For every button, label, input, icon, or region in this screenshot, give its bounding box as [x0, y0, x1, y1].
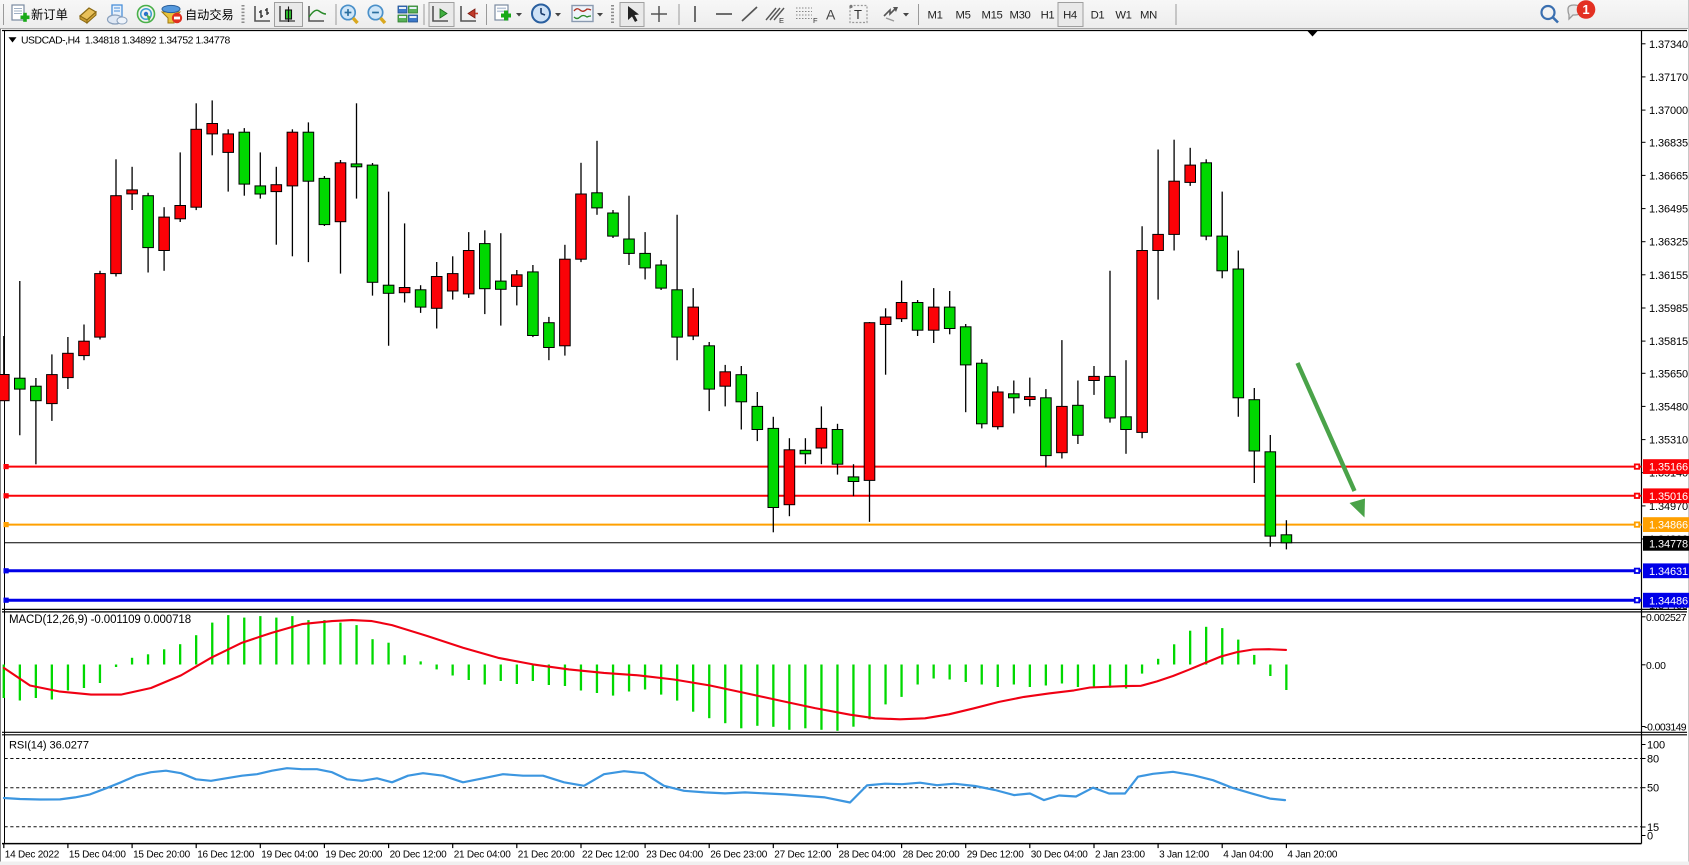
svg-text:A: A [826, 7, 836, 23]
svg-text:M1: M1 [927, 10, 942, 22]
svg-text:1.35650: 1.35650 [1649, 368, 1688, 380]
svg-text:M30: M30 [1009, 10, 1030, 22]
svg-text:21 Dec 04:00: 21 Dec 04:00 [454, 850, 512, 861]
svg-text:0.00: 0.00 [1646, 661, 1666, 672]
svg-text:3 Jan 12:00: 3 Jan 12:00 [1159, 850, 1210, 861]
svg-text:14 Dec 2022: 14 Dec 2022 [5, 850, 60, 861]
svg-text:W1: W1 [1115, 10, 1131, 22]
svg-text:1.36495: 1.36495 [1649, 204, 1688, 216]
svg-text:19 Dec 20:00: 19 Dec 20:00 [325, 850, 383, 861]
svg-text:1.34866: 1.34866 [1649, 520, 1688, 532]
svg-text:1.37170: 1.37170 [1649, 72, 1688, 84]
svg-text:E: E [779, 16, 784, 25]
svg-text:0.002527: 0.002527 [1646, 613, 1687, 624]
svg-text:T: T [854, 7, 862, 22]
svg-text:16 Dec 12:00: 16 Dec 12:00 [197, 850, 255, 861]
svg-text:D1: D1 [1091, 10, 1105, 22]
svg-text:28 Dec 04:00: 28 Dec 04:00 [839, 850, 897, 861]
svg-text:1: 1 [1582, 2, 1589, 17]
svg-text:1.35985: 1.35985 [1649, 303, 1688, 315]
svg-text:H4: H4 [1063, 10, 1077, 22]
svg-text:15 Dec 20:00: 15 Dec 20:00 [133, 850, 191, 861]
svg-text:4 Jan 20:00: 4 Jan 20:00 [1287, 850, 1338, 861]
svg-text:MACD(12,26,9) -0.001109 0.0007: MACD(12,26,9) -0.001109 0.000718 [9, 614, 191, 626]
svg-text:1.34778: 1.34778 [1649, 538, 1688, 550]
svg-text:1.37340: 1.37340 [1649, 39, 1688, 51]
svg-text:H1: H1 [1041, 10, 1055, 22]
svg-text:1.36325: 1.36325 [1649, 237, 1688, 249]
svg-text:4 Jan 04:00: 4 Jan 04:00 [1223, 850, 1274, 861]
svg-text:23 Dec 04:00: 23 Dec 04:00 [646, 850, 704, 861]
svg-text:1.34486: 1.34486 [1649, 595, 1688, 607]
svg-text:30 Dec 04:00: 30 Dec 04:00 [1031, 850, 1089, 861]
svg-text:80: 80 [1647, 754, 1659, 766]
svg-text:1.37000: 1.37000 [1649, 105, 1688, 117]
svg-text:15 Dec 04:00: 15 Dec 04:00 [69, 850, 127, 861]
svg-text:19 Dec 04:00: 19 Dec 04:00 [261, 850, 319, 861]
svg-text:1.35016: 1.35016 [1649, 491, 1688, 503]
svg-text:-0.003149: -0.003149 [1644, 723, 1687, 734]
svg-text:22 Dec 12:00: 22 Dec 12:00 [582, 850, 640, 861]
svg-text:F: F [813, 16, 818, 25]
svg-text:1.35310: 1.35310 [1649, 435, 1688, 447]
svg-text:1.35815: 1.35815 [1649, 336, 1688, 348]
svg-text:100: 100 [1647, 740, 1665, 752]
svg-text:15: 15 [1647, 822, 1659, 834]
svg-text:RSI(14) 36.0277: RSI(14) 36.0277 [9, 739, 89, 751]
svg-text:USDCAD-,H4 1.34818 1.34892 1.: USDCAD-,H4 1.34818 1.34892 1.34752 1.347… [21, 36, 230, 47]
svg-text:1.35480: 1.35480 [1649, 401, 1688, 413]
svg-text:1.34970: 1.34970 [1649, 501, 1688, 513]
svg-text:20 Dec 12:00: 20 Dec 12:00 [390, 850, 448, 861]
svg-text:1.34631: 1.34631 [1649, 566, 1688, 578]
svg-text:29 Dec 12:00: 29 Dec 12:00 [967, 850, 1025, 861]
svg-text:2 Jan 23:00: 2 Jan 23:00 [1095, 850, 1146, 861]
svg-text:M15: M15 [981, 10, 1002, 22]
svg-text:50: 50 [1647, 783, 1659, 795]
svg-text:1.36665: 1.36665 [1649, 170, 1688, 182]
svg-text:1.36155: 1.36155 [1649, 270, 1688, 282]
svg-text:0: 0 [1647, 831, 1653, 843]
svg-text:1.36835: 1.36835 [1649, 137, 1688, 149]
svg-text:MN: MN [1140, 10, 1157, 22]
svg-text:26 Dec 23:00: 26 Dec 23:00 [710, 850, 768, 861]
svg-text:新订单: 新订单 [31, 7, 68, 22]
svg-text:自动交易: 自动交易 [185, 7, 234, 22]
svg-text:M5: M5 [955, 10, 970, 22]
svg-text:21 Dec 20:00: 21 Dec 20:00 [518, 850, 576, 861]
svg-text:28 Dec 20:00: 28 Dec 20:00 [903, 850, 961, 861]
svg-text:27 Dec 12:00: 27 Dec 12:00 [774, 850, 832, 861]
svg-text:1.35166: 1.35166 [1649, 462, 1688, 474]
